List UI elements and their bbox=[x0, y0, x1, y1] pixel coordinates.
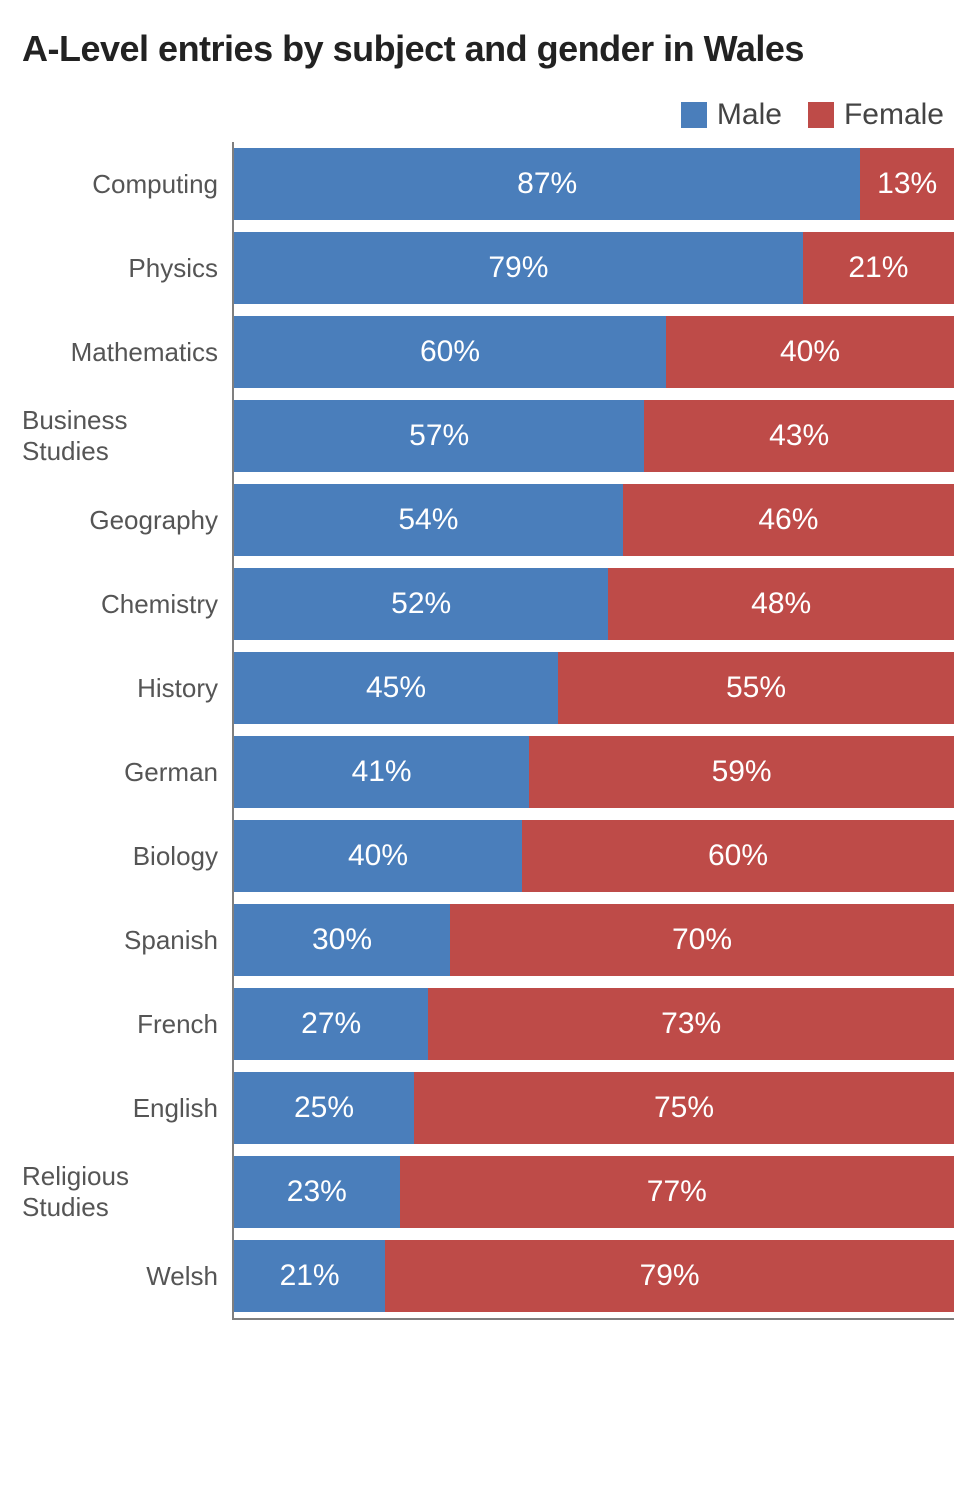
category-label: Chemistry bbox=[22, 562, 232, 646]
chart-title: A-Level entries by subject and gender in… bbox=[22, 28, 954, 70]
bar-segment-female: 46% bbox=[623, 484, 954, 556]
chart-row: History45%55% bbox=[22, 646, 954, 730]
chart-row: Spanish30%70% bbox=[22, 898, 954, 982]
bar-segment-female: 59% bbox=[529, 736, 954, 808]
stacked-bar: 23%77% bbox=[234, 1156, 954, 1228]
bar-segment-female: 55% bbox=[558, 652, 954, 724]
legend-item-male: Male bbox=[681, 98, 782, 132]
category-label: English bbox=[22, 1066, 232, 1150]
bar-segment-female: 77% bbox=[400, 1156, 954, 1228]
chart-container: A-Level entries by subject and gender in… bbox=[0, 0, 976, 1360]
stacked-bar: 57%43% bbox=[234, 400, 954, 472]
category-label: Biology bbox=[22, 814, 232, 898]
bar-segment-male: 60% bbox=[234, 316, 666, 388]
bar-segment-female: 21% bbox=[803, 232, 954, 304]
bar-segment-male: 57% bbox=[234, 400, 644, 472]
category-label: French bbox=[22, 982, 232, 1066]
bar-segment-male: 45% bbox=[234, 652, 558, 724]
chart-row: French27%73% bbox=[22, 982, 954, 1066]
stacked-bar: 21%79% bbox=[234, 1240, 954, 1312]
chart-plot-area: Computing87%13%Physics79%21%Mathematics6… bbox=[22, 142, 954, 1318]
legend: Male Female bbox=[22, 98, 954, 132]
category-label: Business Studies bbox=[22, 394, 232, 478]
stacked-bar: 45%55% bbox=[234, 652, 954, 724]
chart-row: Geography54%46% bbox=[22, 478, 954, 562]
chart-row: Physics79%21% bbox=[22, 226, 954, 310]
bar-segment-male: 25% bbox=[234, 1072, 414, 1144]
bar-segment-female: 13% bbox=[860, 148, 954, 220]
category-label: Computing bbox=[22, 142, 232, 226]
chart-row: Welsh21%79% bbox=[22, 1234, 954, 1318]
category-label: Physics bbox=[22, 226, 232, 310]
x-axis bbox=[22, 1318, 954, 1320]
bar-segment-male: 27% bbox=[234, 988, 428, 1060]
category-label: Geography bbox=[22, 478, 232, 562]
legend-swatch-female bbox=[808, 102, 834, 128]
stacked-bar: 27%73% bbox=[234, 988, 954, 1060]
stacked-bar: 30%70% bbox=[234, 904, 954, 976]
chart-row: Chemistry52%48% bbox=[22, 562, 954, 646]
chart-row: Biology40%60% bbox=[22, 814, 954, 898]
chart-row: Religious Studies23%77% bbox=[22, 1150, 954, 1234]
chart-row: Mathematics60%40% bbox=[22, 310, 954, 394]
bar-segment-male: 52% bbox=[234, 568, 608, 640]
chart-row: Computing87%13% bbox=[22, 142, 954, 226]
bar-segment-male: 54% bbox=[234, 484, 623, 556]
category-label: German bbox=[22, 730, 232, 814]
category-label: Religious Studies bbox=[22, 1150, 232, 1234]
bar-segment-female: 48% bbox=[608, 568, 954, 640]
chart-row: English25%75% bbox=[22, 1066, 954, 1150]
stacked-bar: 60%40% bbox=[234, 316, 954, 388]
bar-segment-female: 40% bbox=[666, 316, 954, 388]
bar-segment-female: 60% bbox=[522, 820, 954, 892]
legend-label-male: Male bbox=[717, 98, 782, 132]
category-label: Mathematics bbox=[22, 310, 232, 394]
stacked-bar: 87%13% bbox=[234, 148, 954, 220]
bar-segment-female: 70% bbox=[450, 904, 954, 976]
stacked-bar: 79%21% bbox=[234, 232, 954, 304]
chart-row: Business Studies57%43% bbox=[22, 394, 954, 478]
bar-segment-male: 79% bbox=[234, 232, 803, 304]
bar-segment-male: 41% bbox=[234, 736, 529, 808]
category-label: Welsh bbox=[22, 1234, 232, 1318]
category-label: History bbox=[22, 646, 232, 730]
bar-segment-male: 30% bbox=[234, 904, 450, 976]
stacked-bar: 54%46% bbox=[234, 484, 954, 556]
bar-segment-female: 79% bbox=[385, 1240, 954, 1312]
bar-segment-female: 43% bbox=[644, 400, 954, 472]
category-label: Spanish bbox=[22, 898, 232, 982]
stacked-bar: 52%48% bbox=[234, 568, 954, 640]
bar-segment-female: 75% bbox=[414, 1072, 954, 1144]
legend-swatch-male bbox=[681, 102, 707, 128]
legend-item-female: Female bbox=[808, 98, 944, 132]
chart-row: German41%59% bbox=[22, 730, 954, 814]
bar-segment-female: 73% bbox=[428, 988, 954, 1060]
bar-segment-male: 23% bbox=[234, 1156, 400, 1228]
stacked-bar: 41%59% bbox=[234, 736, 954, 808]
stacked-bar: 40%60% bbox=[234, 820, 954, 892]
bar-segment-male: 21% bbox=[234, 1240, 385, 1312]
bar-segment-male: 40% bbox=[234, 820, 522, 892]
stacked-bar: 25%75% bbox=[234, 1072, 954, 1144]
legend-label-female: Female bbox=[844, 98, 944, 132]
bar-segment-male: 87% bbox=[234, 148, 860, 220]
